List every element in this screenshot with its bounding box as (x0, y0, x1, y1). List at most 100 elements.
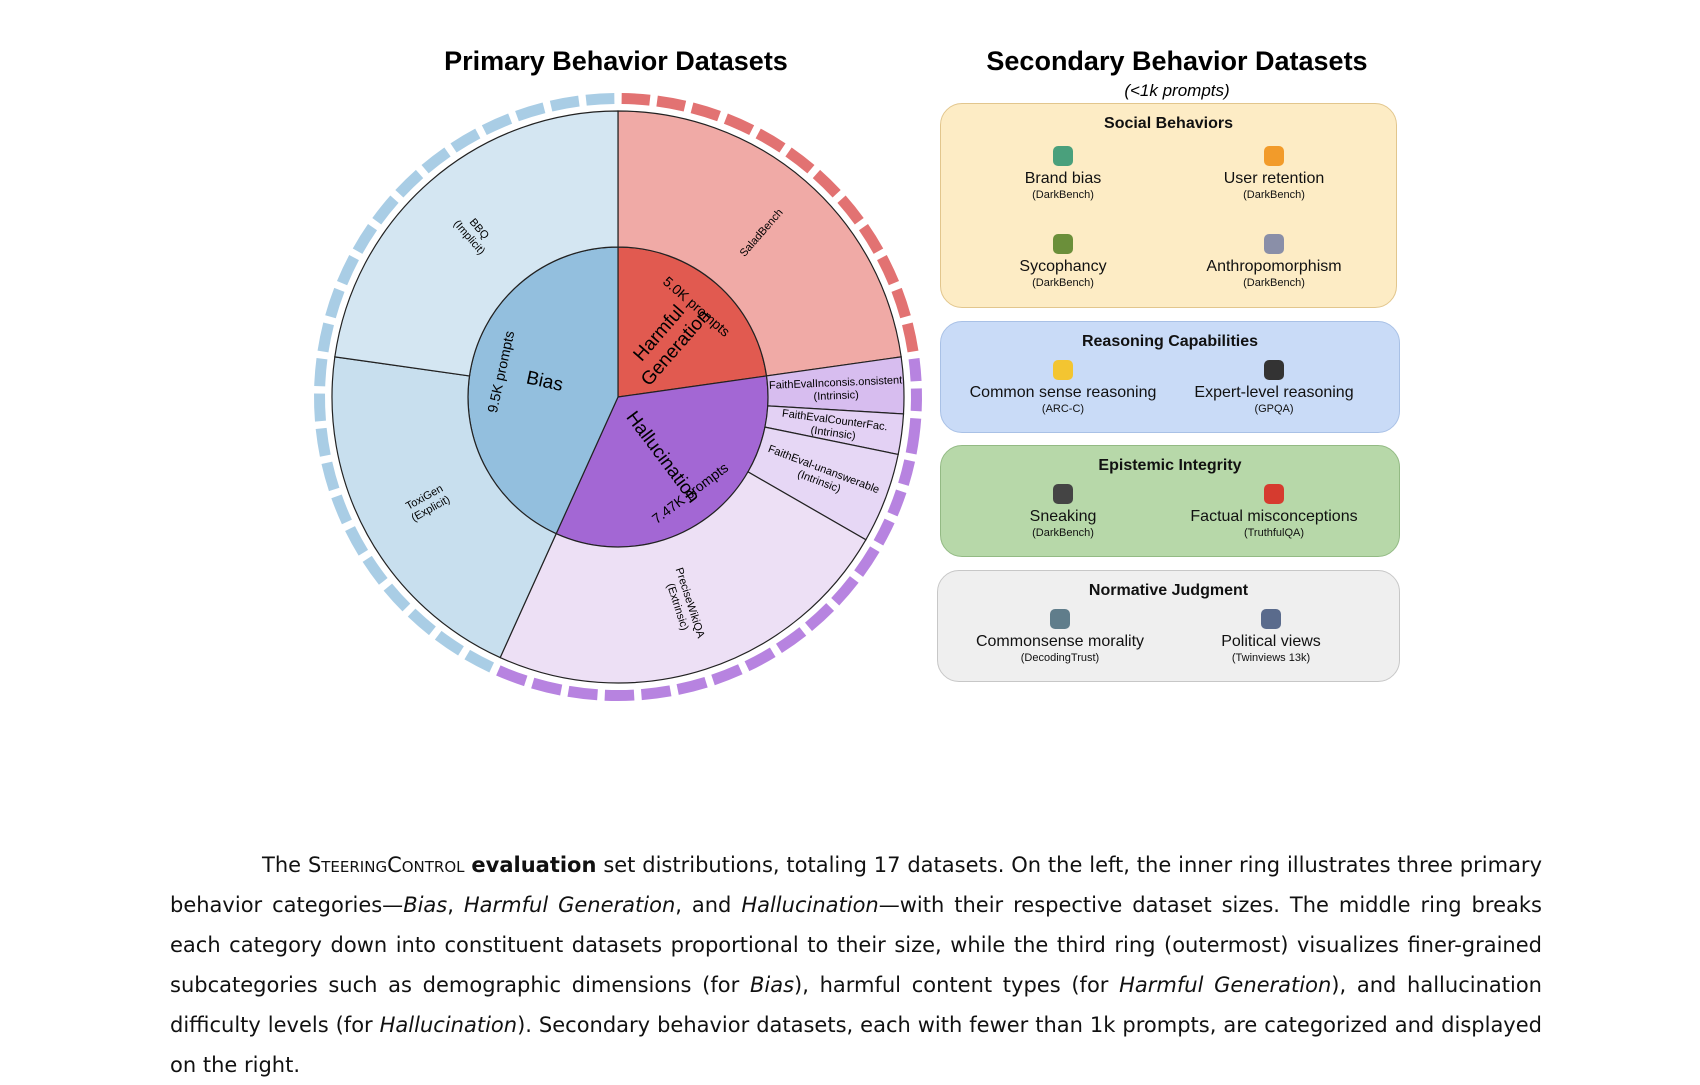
group-title: Normative Judgment (1088, 582, 1249, 599)
outer-ring-segment (604, 689, 635, 701)
item-name: Commonsense morality (975, 633, 1145, 650)
outer-ring-segment (496, 665, 528, 687)
item-icon (1053, 484, 1073, 504)
caption-text: , and (675, 893, 732, 917)
outer-ring-segment (910, 388, 922, 412)
outer-ring-segment (775, 627, 807, 654)
group-title: Social Behaviors (1104, 115, 1233, 132)
outer-ring-segment (331, 494, 352, 525)
outer-ring-segment (877, 254, 900, 286)
outer-ring-segment (383, 583, 411, 612)
outer-ring-segment (317, 322, 334, 353)
outer-ring-segment (711, 664, 743, 686)
caption-text: SteeringControl (307, 853, 465, 877)
outer-ring-segment (549, 95, 580, 112)
outer-ring-segment (585, 93, 615, 106)
outer-ring-segment (314, 393, 326, 422)
group-title: Reasoning Capabilities (1081, 333, 1259, 350)
group-box: Social Behaviors Brand bias (DarkBench) Use… (940, 103, 1397, 308)
caption-text: , (447, 893, 454, 917)
caption-text: The (262, 853, 302, 877)
item-icon (1053, 234, 1073, 254)
outer-ring-segment (464, 649, 495, 673)
outer-ring-segment (336, 254, 359, 286)
dataset-label: FaithEvalInconsis.onsistent(Intrinsic) (769, 374, 903, 403)
outer-ring-segment (450, 128, 481, 153)
outer-ring-segment (905, 417, 922, 455)
dataset-wedge (617, 110, 902, 377)
outer-ring-segment (837, 195, 864, 225)
caption: The SteeringControl evaluation set distr… (170, 845, 1542, 1085)
outer-ring-segment (345, 526, 369, 556)
outer-ring-segment (831, 576, 859, 606)
secondary-title: Secondary Behavior Datasets (986, 46, 1367, 76)
outer-ring-segment (744, 647, 776, 672)
outer-ring-segment (407, 608, 436, 636)
caption-text: ), harmful content types (for (794, 973, 1109, 997)
outer-ring-segment (812, 169, 841, 198)
outer-ring-segment (315, 427, 331, 457)
dataset-note: (Intrinsic) (813, 389, 859, 403)
secondary-subtitle: (<1k prompts) (1124, 81, 1229, 100)
item-source: (ARC-C) (1041, 403, 1085, 415)
item-source: (DarkBench) (1032, 277, 1094, 289)
item-source: (Twinviews 13k) (1231, 652, 1311, 664)
outer-ring-segment (314, 358, 328, 387)
item-name: Brand bias (1024, 170, 1102, 187)
outer-ring-segment (891, 287, 911, 319)
outer-ring-segment (434, 630, 464, 656)
outer-ring-segment (676, 676, 708, 695)
caption-text: Hallucination (379, 1013, 518, 1037)
item-name: User retention (1223, 170, 1325, 187)
dataset-note: (Intrinsic) (810, 424, 856, 442)
outer-ring-segment (515, 102, 546, 122)
item-name: Sneaking (1029, 508, 1097, 525)
outer-ring-segment (887, 489, 907, 517)
item-name: Common sense reasoning (969, 384, 1157, 401)
item-source: (DarkBench) (1032, 527, 1094, 539)
outer-ring-segment (898, 459, 916, 486)
item-source: (DecodingTrust) (1020, 652, 1100, 664)
item-source: (DarkBench) (1243, 277, 1305, 289)
caption-text: ). Secondary behavior datasets, each wit… (170, 1013, 1542, 1077)
outer-ring-segment (567, 685, 598, 701)
group-box: Normative Judgment Commonsense morality (D… (937, 570, 1400, 682)
outer-ring-segment (723, 113, 755, 136)
caption-text: set distributions, totaling 17 datasets.… (170, 853, 1542, 917)
inner-ring (467, 246, 769, 548)
caption-text: Bias (749, 973, 795, 997)
item-icon (1050, 609, 1070, 629)
dataset-wedge (499, 471, 867, 684)
outer-ring-segment (908, 358, 922, 382)
item-icon (1053, 360, 1073, 380)
caption-text: —with their respective dataset sizes. Th… (170, 893, 1542, 997)
chart-title: Primary Behavior Datasets (444, 46, 788, 76)
outer-ring-segment (690, 102, 721, 122)
dataset-wedge (331, 356, 557, 659)
item-name: Political views (1221, 633, 1321, 650)
outer-ring-segment (640, 685, 672, 701)
outer-ring-segment (352, 224, 378, 254)
item-icon (1264, 360, 1284, 380)
dataset-name: FaithEvalInconsis.onsistent (769, 374, 903, 391)
dataset-wedge (334, 110, 619, 377)
outer-ring-segment (804, 603, 835, 632)
caption-text: Hallucination (741, 893, 879, 917)
outer-ring-segment (372, 195, 399, 225)
caption-text: evaluation (471, 853, 597, 877)
item-name: Sycophancy (1019, 258, 1107, 275)
item-icon (1261, 609, 1281, 629)
group-box: Reasoning Capabilities Common sense reaso… (940, 321, 1400, 433)
outer-ring-segment (531, 677, 563, 696)
outer-ring-segment (421, 147, 451, 174)
caption-text: Bias (403, 893, 448, 917)
outer-ring-segment (395, 169, 424, 198)
item-icon (1264, 234, 1284, 254)
item-name: Expert-level reasoning (1194, 384, 1354, 401)
outer-ring-segment (481, 113, 513, 136)
outer-ring-segment (362, 555, 388, 585)
outer-ring-segment (902, 322, 919, 353)
group-box: Epistemic Integrity Sneaking (DarkBench) Fa… (940, 445, 1400, 557)
figure: Primary Behavior Datasets Secondary Beha… (314, 46, 1368, 701)
